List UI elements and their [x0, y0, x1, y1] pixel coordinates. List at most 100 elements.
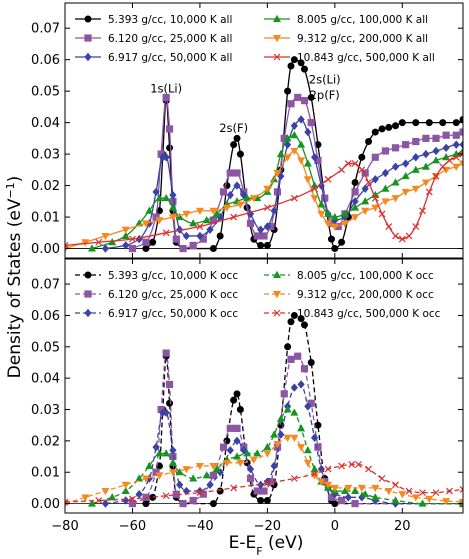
- series-all-6-point: [405, 232, 413, 240]
- x-tick-label: 20: [394, 519, 411, 534]
- series-all-2-point: [314, 156, 322, 165]
- series-occ-6-point: [432, 489, 440, 497]
- panel-occ-y-axis: 0.00 0.01 0.02 0.03 0.04 0.05 0.06 0.07: [31, 278, 463, 512]
- series-occ-5-point: [283, 434, 292, 442]
- series-all-1-point: [331, 245, 339, 253]
- y-tick-label: 0.05: [31, 85, 60, 100]
- series-occ-1-point: [307, 358, 315, 366]
- legend-item: 10.843 g/cc, 500,000 K all: [264, 52, 435, 64]
- series-all-2-point: [169, 197, 177, 205]
- series-occ-6-point: [392, 481, 399, 489]
- series-all-2-point: [432, 134, 440, 142]
- series-all-5-point: [452, 163, 461, 171]
- series-occ-3-point: [206, 480, 214, 489]
- series-all-6-point: [129, 235, 136, 243]
- series-all-3-point: [169, 190, 177, 200]
- series-occ-3-point: [304, 402, 312, 411]
- series-occ-1-point: [230, 396, 238, 404]
- series-all-2-point: [351, 188, 359, 196]
- series-occ-4-point: [340, 486, 349, 495]
- series-occ-2-point: [152, 468, 160, 476]
- series-occ-1-point: [257, 496, 265, 504]
- series-occ-4-point: [276, 414, 285, 422]
- series-all-1-point: [392, 122, 400, 130]
- series-all-1-point: [287, 62, 295, 70]
- series-occ-5-point: [303, 459, 312, 468]
- series-all-1-point: [236, 150, 244, 158]
- series-all-1-point: [459, 115, 463, 123]
- series-all-4-point: [401, 171, 410, 180]
- series-all-3-point: [452, 140, 460, 149]
- series-occ-2-point: [351, 499, 359, 508]
- legend-item: 5.393 g/cc, 10,000 K all: [75, 14, 232, 26]
- series-occ-3-point: [263, 477, 271, 486]
- series-all-3-point: [381, 168, 390, 178]
- series-all-2-point: [287, 100, 295, 108]
- series-occ-6-point: [348, 460, 356, 468]
- series-all-2-point: [381, 147, 390, 155]
- series-all-3-point: [277, 171, 285, 181]
- series-all-5-point: [297, 157, 306, 165]
- series-all-3-point: [206, 225, 214, 234]
- series-all-2-point: [189, 241, 197, 250]
- series-all-2: [128, 93, 463, 253]
- series-all-5-point: [303, 176, 312, 184]
- series-occ-4-point: [202, 471, 211, 479]
- series-occ-1-point: [236, 406, 244, 414]
- series-occ-3-point: [344, 493, 352, 502]
- series-occ-5-point: [398, 491, 407, 499]
- series-all-6-point: [344, 160, 352, 167]
- panel-occ-x-axis: −80 −60 −40 −20 0 20: [51, 259, 411, 534]
- series-occ-5-point: [442, 498, 451, 506]
- series-occ-2-point: [300, 365, 309, 373]
- legend-marker: [84, 271, 92, 279]
- series-all-1-point: [365, 138, 373, 146]
- legend-label: 8.005 g/cc, 100,000 K all: [297, 14, 428, 26]
- series-all-2-point: [280, 134, 288, 142]
- series-all-6-point: [385, 223, 393, 230]
- series-all-1-point: [297, 59, 305, 67]
- legend-label: 6.917 g/cc, 50,000 K occ: [108, 308, 238, 320]
- series-all-1-point: [300, 65, 308, 73]
- series-occ-4-point: [418, 499, 427, 507]
- legend-label: 8.005 g/cc, 100,000 K occ: [297, 270, 434, 282]
- legend-marker: [84, 34, 92, 42]
- series-all-3-point: [412, 153, 420, 162]
- series-occ-6-point: [263, 479, 271, 487]
- series-occ-4-point: [351, 486, 360, 495]
- series-all-6-point: [432, 172, 440, 180]
- series-all-1-point: [371, 128, 379, 136]
- y-tick-label: 0.01: [31, 466, 60, 481]
- series-all-3-point: [310, 153, 319, 162]
- series-all-2-point: [459, 128, 463, 136]
- series-all-2-point: [253, 232, 261, 240]
- series-all-4-point: [276, 149, 285, 158]
- series-all-5-point: [371, 204, 380, 212]
- series-all-1-point: [216, 232, 224, 240]
- series-all-2-point: [361, 169, 369, 177]
- series-occ-6-point: [324, 465, 332, 473]
- series-all-3-point: [196, 231, 204, 241]
- series-occ-6: [65, 460, 463, 506]
- series-all-1-point: [142, 245, 150, 253]
- series-occ-5-point: [357, 484, 366, 493]
- series-occ-1-point: [142, 500, 150, 508]
- legend-item: 5.393 g/cc, 10,000 K occ: [75, 270, 238, 282]
- series-all-1-point: [439, 119, 447, 127]
- y-tick-label: 0.01: [31, 211, 60, 226]
- series-all-3-point: [176, 225, 184, 234]
- series-occ-4-point: [135, 474, 144, 482]
- series-occ-4-point: [243, 449, 252, 457]
- series-all-3-point: [263, 222, 271, 231]
- series-all-2-point: [219, 188, 228, 196]
- legend-item: 6.120 g/cc, 25,000 K occ: [75, 289, 238, 301]
- series-all-6-point: [365, 179, 372, 186]
- series-occ-2-point: [337, 496, 346, 505]
- series-all-3-point: [233, 181, 241, 190]
- series-occ-4-line: [91, 408, 463, 505]
- series-occ-4-point: [87, 499, 96, 507]
- series-all-3-point: [432, 146, 440, 156]
- series-occ-5-point: [411, 494, 420, 502]
- series-all-2-point: [412, 137, 420, 146]
- series-occ-2-point: [307, 399, 315, 407]
